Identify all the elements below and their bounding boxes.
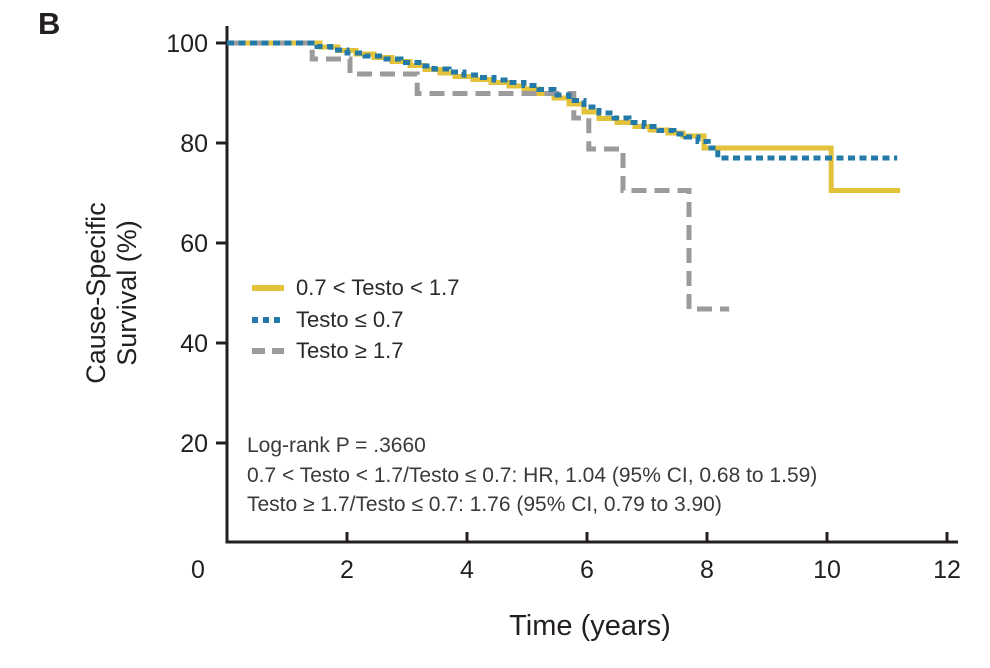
legend-row-high-testo: Testo ≥ 1.7	[250, 338, 460, 363]
legend-row-mid-testo: 0.7 < Testo < 1.7	[250, 275, 460, 300]
legend-swatch-solid-yellow	[252, 285, 284, 291]
x-tick-label: 8	[700, 556, 714, 584]
x-tick-label: 4	[460, 556, 474, 584]
y-tick-label: 80	[180, 130, 208, 158]
y-tick-label: 60	[180, 230, 208, 258]
x-tick-label: 12	[933, 556, 961, 584]
y-tick-label: 40	[180, 330, 208, 358]
series-curve-0	[227, 40, 901, 193]
y-tick-label: 20	[180, 430, 208, 458]
y-tick-label: 100	[166, 30, 208, 58]
chart-legend: 0.7 < Testo < 1.7 Testo ≤ 0.7 Testo ≥ 1.…	[250, 275, 460, 371]
hazard-ratio-line-2: Testo ≥ 1.7/Testo ≤ 0.7: 1.76 (95% CI, 0…	[247, 493, 722, 516]
log-rank-p-value: Log-rank P = .3660	[247, 434, 426, 457]
x-axis-title: Time (years)	[509, 610, 671, 642]
x-tick-label: 6	[580, 556, 594, 584]
statistics-annotation: Log-rank P = .3660 0.7 < Testo < 1.7/Tes…	[247, 431, 817, 520]
series-curve-2	[227, 40, 730, 312]
x-tick-label: 2	[340, 556, 354, 584]
x-tick-label: 0	[191, 556, 205, 584]
legend-label-low-testo: Testo ≤ 0.7	[296, 306, 404, 332]
legend-label-mid-testo: 0.7 < Testo < 1.7	[296, 275, 460, 300]
legend-swatch-dotted-blue	[252, 316, 284, 323]
hazard-ratio-line-1: 0.7 < Testo < 1.7/Testo ≤ 0.7: HR, 1.04 …	[247, 463, 818, 487]
legend-swatch-dashed-gray	[252, 348, 284, 354]
x-tick-label: 10	[813, 556, 841, 584]
panel-label: B	[38, 6, 61, 41]
series-curve-1	[227, 40, 898, 161]
legend-label-high-testo: Testo ≥ 1.7	[296, 338, 404, 363]
legend-row-low-testo: Testo ≤ 0.7	[250, 306, 460, 332]
